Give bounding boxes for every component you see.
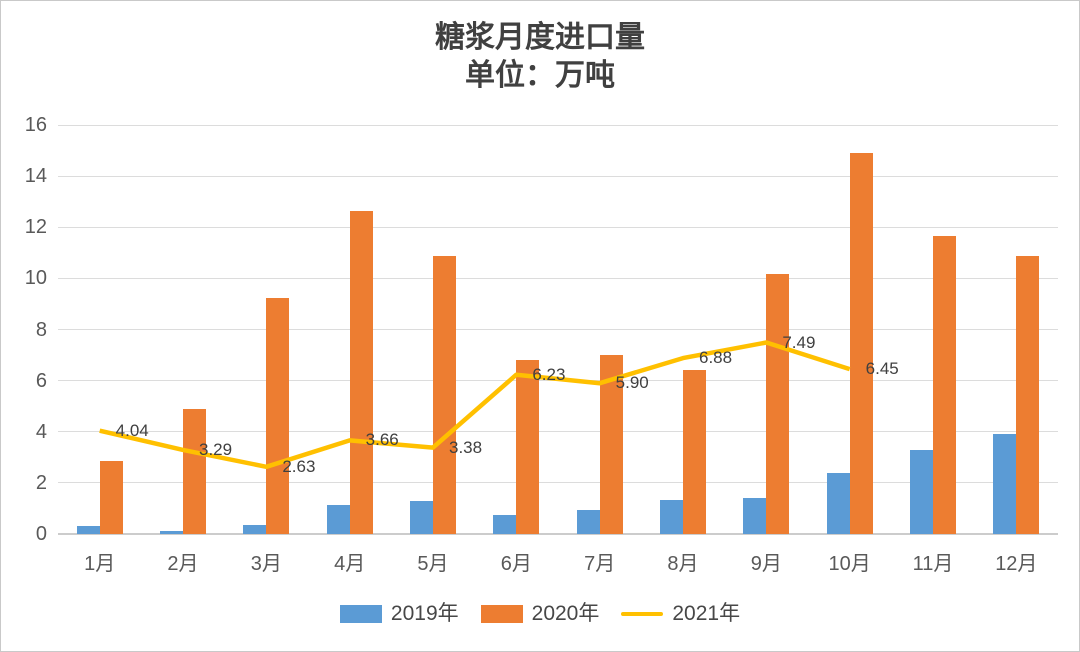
y-axis-tick-14: 14 [24,165,47,188]
x-axis-tick-5月: 5月 [417,553,449,575]
x-axis-tick-4月: 4月 [334,553,366,575]
bar-2020年-5月 [433,256,456,534]
line-2021 [99,340,851,470]
bar-2020年-7月 [599,355,623,534]
data-label-7月: 5.90 [615,373,649,393]
legend-item-2020年: 2020年 [480,602,600,626]
data-label-1月: 4.04 [115,420,149,440]
x-axis-tick-9月: 9月 [750,553,782,575]
y-axis-tick-8: 8 [35,318,47,341]
gridline-y2 [58,482,1058,484]
x-axis-tick-11月: 11月 [912,553,954,575]
bar-2020年-8月 [683,369,706,534]
data-label-6月: 6.23 [532,364,566,384]
bar-2019年-3月 [243,525,267,534]
x-axis-tick-6月: 6月 [500,553,532,575]
legend-item-2021年: 2021年 [621,602,740,626]
x-axis-line [58,533,1058,535]
x-axis-tick-10月: 10月 [828,553,871,575]
data-label-3月: 2.63 [282,456,316,476]
y-axis-tick-4: 4 [35,420,47,443]
legend-line-icon [621,612,664,616]
bar-2019年-8月 [660,500,683,534]
x-axis-tick-8月: 8月 [667,553,699,575]
x-axis-tick-3月: 3月 [250,553,282,575]
chart-title: 糖浆月度进口量 [435,20,645,55]
bar-2019年-6月 [493,515,517,534]
legend-label: 2019年 [390,602,459,625]
x-axis-tick-12月: 12月 [995,553,1038,575]
bar-2019年-11月 [910,449,933,534]
chart-subtitle: 单位：万吨 [465,58,615,93]
gridline-y10 [58,277,1058,279]
bar-2019年-2月 [160,530,183,534]
bar-2019年-9月 [743,498,767,534]
legend: 2019年 2020年 2021年 [1,602,1079,626]
gridline-y4 [58,431,1058,433]
data-label-4月: 3.66 [365,430,399,450]
bar-2019年-12月 [993,434,1017,534]
bar-2019年-1月 [76,526,100,534]
legend-label: 2021年 [672,602,741,625]
bar-2019年-7月 [576,509,600,534]
y-axis-tick-0: 0 [35,523,47,545]
data-label-9月: 7.49 [782,332,816,352]
y-axis-tick-2: 2 [35,471,47,494]
bar-2020年-4月 [349,211,373,534]
bar-2020年-2月 [183,408,206,534]
bar-2020年-9月 [766,273,790,534]
gridline-y16 [58,124,1058,126]
bar-2020年-11月 [933,235,956,534]
legend-swatch-icon [339,605,382,623]
data-label-10月: 6.45 [865,359,899,379]
x-axis-tick-1月: 1月 [84,553,116,575]
y-axis-tick-16: 16 [24,114,47,136]
gridline-y8 [58,329,1058,330]
bar-2019年-4月 [326,505,350,534]
data-label-2月: 3.29 [199,439,233,459]
data-label-5月: 3.38 [449,437,483,457]
bar-2020年-1月 [99,461,123,534]
x-axis-tick-7月: 7月 [584,553,616,575]
x-axis-tick-2月: 2月 [167,553,199,575]
legend-item-2019年: 2019年 [339,602,459,626]
legend-swatch-icon [480,605,523,623]
bar-2019年-10月 [826,473,850,534]
bar-2019年-5月 [410,501,433,534]
bar-2020年-12月 [1016,255,1040,534]
bar-2020年-10月 [849,153,873,534]
bar-2020年-6月 [516,360,540,534]
gridline-y14 [58,175,1058,177]
y-axis-tick-6: 6 [35,369,47,392]
chart-title-block: 糖浆月度进口量 单位：万吨 [1,19,1079,95]
y-axis-tick-10: 10 [24,267,47,290]
y-axis-tick-12: 12 [24,216,47,239]
bar-2020年-3月 [266,297,290,534]
gridline-y12 [58,226,1058,228]
data-label-8月: 6.88 [699,348,733,368]
legend-label: 2020年 [531,602,600,625]
